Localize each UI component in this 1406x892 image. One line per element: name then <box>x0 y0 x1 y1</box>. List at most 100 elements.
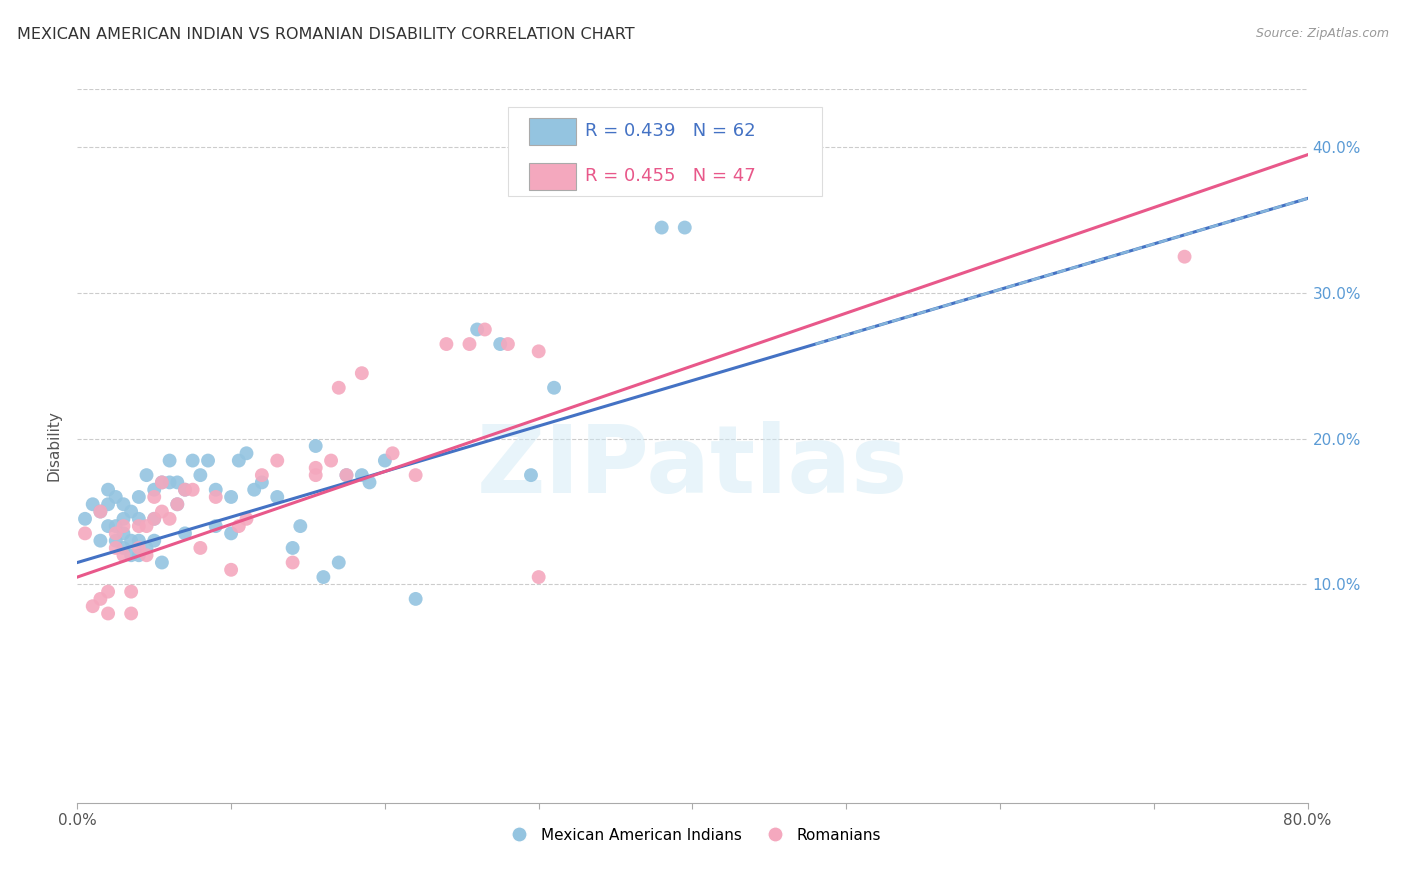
Point <box>520 468 543 483</box>
Point <box>197 453 219 467</box>
Point <box>128 490 150 504</box>
Point <box>135 519 157 533</box>
Point <box>174 483 197 497</box>
Point <box>219 526 242 541</box>
Point <box>527 344 550 359</box>
Legend: Mexican American Indians, Romanians: Mexican American Indians, Romanians <box>498 822 887 848</box>
Point <box>150 504 173 518</box>
Point <box>250 475 273 490</box>
Text: ZIPatlas: ZIPatlas <box>477 421 908 514</box>
Point <box>174 483 197 497</box>
Point <box>89 504 111 518</box>
Text: MEXICAN AMERICAN INDIAN VS ROMANIAN DISABILITY CORRELATION CHART: MEXICAN AMERICAN INDIAN VS ROMANIAN DISA… <box>17 27 634 42</box>
Point <box>143 483 166 497</box>
Point <box>281 556 304 570</box>
Point <box>458 337 481 351</box>
Point <box>120 504 142 518</box>
Point <box>328 556 350 570</box>
Point <box>305 439 328 453</box>
Point <box>235 512 257 526</box>
Point <box>250 468 273 483</box>
Point <box>159 453 181 467</box>
Point <box>104 490 127 504</box>
Point <box>112 519 135 533</box>
Point <box>166 497 188 511</box>
Point <box>405 468 427 483</box>
Point <box>135 548 157 562</box>
Point <box>159 475 181 490</box>
Point <box>120 533 142 548</box>
Point <box>543 381 565 395</box>
Point <box>290 519 312 533</box>
Point <box>120 607 142 621</box>
Point <box>243 483 266 497</box>
Point <box>651 220 673 235</box>
Point <box>166 475 188 490</box>
Point <box>97 483 120 497</box>
Point <box>204 483 226 497</box>
Point <box>350 366 373 380</box>
Point <box>219 563 242 577</box>
Point <box>174 526 197 541</box>
Point <box>143 512 166 526</box>
Point <box>319 453 342 467</box>
Point <box>143 533 166 548</box>
Point <box>381 446 404 460</box>
Point <box>465 322 488 336</box>
Point <box>188 468 212 483</box>
Text: R = 0.455   N = 47: R = 0.455 N = 47 <box>585 167 756 185</box>
Point <box>150 475 173 490</box>
Point <box>1174 250 1197 264</box>
Point <box>135 468 157 483</box>
FancyBboxPatch shape <box>529 118 575 145</box>
Point <box>104 541 127 555</box>
Point <box>150 475 173 490</box>
Point <box>143 490 166 504</box>
Point <box>89 533 111 548</box>
Text: R = 0.439   N = 62: R = 0.439 N = 62 <box>585 121 756 139</box>
Point <box>305 460 328 475</box>
Point <box>128 548 150 562</box>
Point <box>97 497 120 511</box>
Point <box>97 519 120 533</box>
Point <box>328 381 350 395</box>
Point <box>181 483 204 497</box>
Point <box>135 541 157 555</box>
Point <box>335 468 357 483</box>
Point <box>104 533 127 548</box>
Point <box>166 497 188 511</box>
Point <box>120 548 142 562</box>
Point <box>128 541 150 555</box>
Point <box>281 541 304 555</box>
Point <box>228 519 250 533</box>
Point <box>128 512 150 526</box>
Point <box>335 468 357 483</box>
Y-axis label: Disability: Disability <box>46 410 62 482</box>
Point <box>112 526 135 541</box>
Point <box>150 556 173 570</box>
Point <box>159 512 181 526</box>
Point <box>112 548 135 562</box>
Point <box>489 337 512 351</box>
Point <box>204 490 226 504</box>
Point <box>405 591 427 606</box>
Point <box>305 468 328 483</box>
Point <box>219 490 242 504</box>
Point <box>374 453 396 467</box>
Point <box>312 570 335 584</box>
Point <box>496 337 519 351</box>
Point <box>266 490 288 504</box>
Point <box>73 512 96 526</box>
Text: Source: ZipAtlas.com: Source: ZipAtlas.com <box>1256 27 1389 40</box>
Point <box>112 497 135 511</box>
Point <box>673 220 696 235</box>
Point <box>188 541 212 555</box>
Point <box>436 337 458 351</box>
FancyBboxPatch shape <box>508 107 821 196</box>
Point <box>128 533 150 548</box>
Point <box>235 446 257 460</box>
Point <box>82 497 104 511</box>
Point <box>120 584 142 599</box>
Point <box>527 570 550 584</box>
Point <box>181 453 204 467</box>
